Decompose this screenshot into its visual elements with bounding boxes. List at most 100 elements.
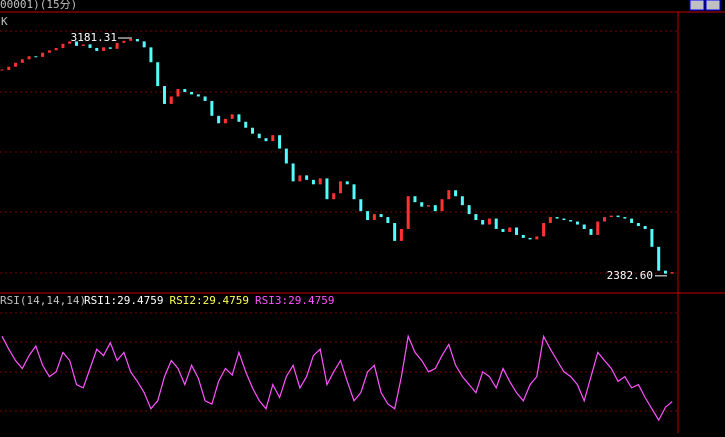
candle	[515, 227, 519, 235]
candle	[494, 218, 498, 229]
candle	[271, 135, 275, 142]
candle	[210, 100, 214, 116]
nav-right-button[interactable]	[705, 0, 721, 11]
candle	[386, 217, 390, 224]
candle	[223, 118, 227, 124]
candle	[535, 236, 539, 240]
candle	[636, 223, 640, 227]
candle	[359, 199, 363, 212]
legend-entry: RSI2:29.4759	[169, 294, 248, 307]
candle	[399, 228, 403, 241]
candle	[115, 42, 119, 49]
candle	[366, 211, 370, 221]
candle	[95, 47, 99, 51]
candle	[20, 59, 24, 63]
candle	[413, 196, 417, 203]
candle	[311, 179, 315, 185]
legend-entry: RSI1:29.4759	[84, 294, 163, 307]
candle	[61, 43, 65, 48]
candle	[630, 218, 634, 224]
candle	[332, 193, 336, 200]
candle	[393, 223, 397, 241]
candle	[542, 223, 546, 237]
candle	[156, 62, 160, 87]
candle	[291, 163, 295, 182]
candle	[657, 246, 661, 271]
candle	[14, 62, 18, 67]
candle	[129, 39, 133, 41]
candle	[27, 56, 31, 60]
candle	[603, 217, 607, 222]
nav-left-button[interactable]	[689, 0, 705, 11]
candle	[569, 220, 573, 222]
candle	[203, 96, 207, 101]
candle	[521, 234, 525, 238]
candle	[433, 205, 437, 212]
candle	[596, 221, 600, 235]
candle	[623, 217, 627, 219]
candle	[474, 214, 478, 221]
candle	[190, 92, 194, 95]
candle	[339, 181, 342, 194]
candle	[589, 228, 593, 235]
candle	[244, 121, 248, 128]
candle	[230, 114, 234, 119]
candle	[176, 89, 180, 97]
candle	[183, 89, 187, 93]
candle	[345, 181, 349, 185]
candle	[575, 221, 579, 225]
candle	[162, 86, 166, 104]
candle	[122, 40, 126, 43]
candle	[487, 218, 491, 225]
candle	[670, 272, 674, 274]
candle	[278, 135, 282, 149]
candle	[643, 226, 647, 229]
window-title: 00001)(15分)	[0, 0, 77, 11]
candle	[650, 228, 654, 247]
candle	[508, 227, 512, 232]
candle	[196, 94, 200, 97]
candle	[142, 41, 146, 48]
candle	[68, 41, 72, 44]
candle	[102, 47, 106, 51]
candle	[318, 178, 322, 185]
candle	[41, 52, 45, 57]
candle	[548, 217, 552, 224]
candle	[169, 96, 173, 104]
candle	[34, 56, 38, 58]
candle	[440, 199, 444, 212]
low-label: 2382.60	[607, 269, 653, 282]
candle	[135, 39, 139, 42]
candle	[562, 218, 566, 221]
candle	[7, 66, 11, 70]
candle	[467, 205, 471, 215]
candle	[149, 47, 153, 63]
candle	[379, 214, 383, 218]
candle	[609, 215, 613, 218]
candle	[47, 50, 51, 53]
high-label: 3181.31	[71, 31, 117, 44]
candle	[108, 47, 112, 49]
candle	[663, 270, 667, 274]
candle	[501, 228, 505, 232]
candle	[88, 44, 92, 48]
candle	[406, 196, 410, 229]
candle	[250, 127, 254, 134]
candle	[427, 205, 431, 207]
candle	[325, 178, 329, 200]
candle	[54, 47, 58, 51]
candle	[420, 202, 424, 207]
candle	[298, 175, 302, 182]
candle	[460, 196, 464, 206]
candle	[217, 115, 221, 124]
candle	[528, 237, 532, 240]
candle	[582, 224, 586, 229]
candle	[616, 215, 620, 218]
rsi-line	[1, 334, 673, 422]
candle	[264, 138, 268, 142]
candle	[257, 133, 261, 139]
panel-title: K	[1, 15, 8, 28]
